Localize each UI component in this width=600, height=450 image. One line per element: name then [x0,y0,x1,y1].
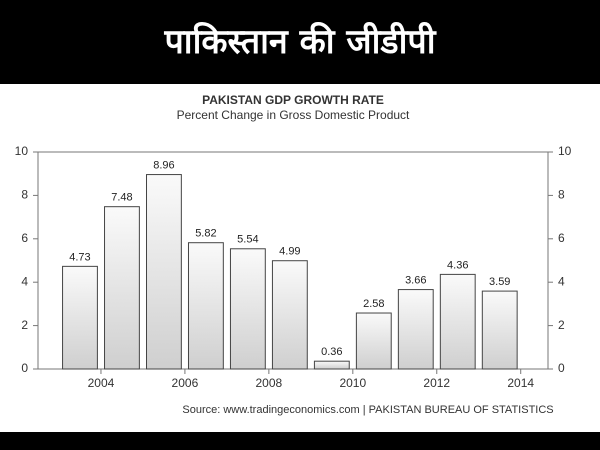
bar [187,242,224,370]
bar [439,273,476,370]
bar [104,206,140,370]
x-tick-label: 2004 [88,376,115,390]
bar [146,174,182,370]
value-label: 4.73 [69,251,90,263]
y-tick-label: 6 [21,231,28,245]
value-label: 8.96 [153,159,174,171]
bar [271,260,308,370]
y2-tick-label: 6 [558,231,565,245]
y-tick-label: 4 [21,274,28,288]
chart: PAKISTAN GDP GROWTH RATE Percent Change … [15,93,572,416]
y2-tick-label: 4 [558,274,565,288]
chart-subtitle: Percent Change in Gross Domestic Product [177,108,410,122]
y-tick-label: 8 [21,188,28,202]
value-label: 4.99 [279,246,300,258]
y-tick-label: 10 [15,144,29,158]
bar [313,360,350,370]
value-label: 3.59 [489,276,510,288]
x-tick-label: 2012 [423,376,450,390]
x-tick-label: 2014 [507,376,534,390]
y-tick-label: 2 [21,318,28,332]
bar [229,248,266,370]
chart-title: PAKISTAN GDP GROWTH RATE [202,93,384,107]
value-label: 3.66 [405,274,426,286]
x-tick-label: 2008 [256,376,283,390]
chart-panel: PAKISTAN GDP GROWTH RATE Percent Change … [0,84,600,432]
y-tick-label: 0 [21,361,28,375]
value-label: 5.54 [237,234,258,246]
x-tick-label: 2006 [172,376,199,390]
bar [62,265,98,370]
value-label: 5.82 [195,228,216,240]
header-title: पाकिस्तान की जीडीपी [0,0,600,84]
value-label: 0.36 [321,346,342,358]
value-label: 7.48 [111,192,132,204]
y2-tick-label: 10 [558,144,572,158]
y2-tick-label: 2 [558,318,565,332]
chart-source: Source: www.tradingeconomics.com | PAKIS… [182,404,553,416]
bar [397,289,434,370]
bar [481,290,518,370]
bar [355,312,392,370]
y2-tick-label: 0 [558,361,565,375]
x-tick-label: 2010 [339,376,366,390]
value-label: 4.36 [447,259,468,271]
y2-tick-label: 8 [558,188,565,202]
value-label: 2.58 [363,298,384,310]
